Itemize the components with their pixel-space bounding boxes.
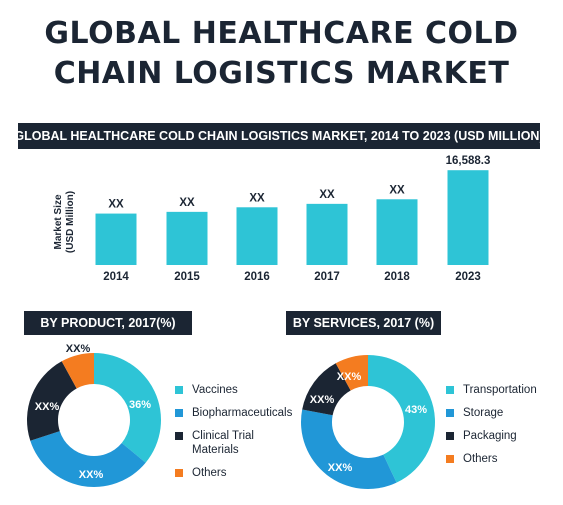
legend-label: Packaging bbox=[463, 430, 517, 442]
x-tick-label: 2016 bbox=[244, 271, 270, 283]
legend-label: Transportation bbox=[463, 384, 537, 396]
x-tick-label: 2018 bbox=[384, 271, 410, 283]
slice-others bbox=[335, 355, 368, 391]
slice-value-label: XX% bbox=[35, 401, 60, 413]
legend-label: Biopharmaceuticals bbox=[192, 407, 293, 419]
legend-swatch bbox=[175, 386, 183, 394]
product-legend: Vaccines Biopharmaceuticals Clinical Trial… bbox=[175, 383, 305, 489]
bar-data-label: XX bbox=[179, 197, 195, 209]
legend-label: Vaccines bbox=[192, 384, 238, 396]
x-tick-label: 2014 bbox=[103, 271, 129, 283]
legend-swatch bbox=[175, 432, 183, 440]
x-tick-label: 2017 bbox=[314, 271, 340, 283]
legend-swatch bbox=[446, 386, 454, 394]
bar-data-label: XX bbox=[108, 199, 124, 211]
legend-item: Storage bbox=[446, 406, 556, 420]
main-title-line1: GLOBAL HEALTHCARE COLD bbox=[44, 16, 519, 51]
y-axis-label-line1: Market Size bbox=[53, 194, 64, 249]
legend-swatch bbox=[175, 469, 183, 477]
slice-value-label: XX% bbox=[66, 343, 91, 355]
bar-2016 bbox=[236, 207, 278, 265]
legend-swatch bbox=[446, 455, 454, 463]
slice-value-label: XX% bbox=[328, 462, 353, 474]
legend-item: Vaccines bbox=[175, 383, 305, 397]
slice-vaccines bbox=[94, 353, 161, 463]
bar-2023 bbox=[447, 170, 489, 265]
legend-item: Biopharmaceuticals bbox=[175, 406, 305, 420]
slice-others bbox=[61, 353, 94, 389]
legend-label: Others bbox=[192, 467, 227, 479]
legend-item: Transportation bbox=[446, 383, 556, 397]
slice-storage bbox=[301, 409, 397, 489]
product-chart-title: BY PRODUCT, 2017(%) bbox=[24, 311, 192, 335]
slice-transportation bbox=[368, 355, 436, 483]
legend-label: Others bbox=[463, 453, 498, 465]
services-chart-title: BY SERVICES, 2017 (%) bbox=[286, 311, 441, 335]
bar-2017 bbox=[306, 203, 348, 265]
services-legend: Transportation Storage Packaging Others bbox=[446, 383, 556, 475]
bar-data-label: XX bbox=[319, 189, 335, 201]
bar-chart-title: GLOBAL HEALTHCARE COLD CHAIN LOGISTICS M… bbox=[14, 123, 544, 149]
bar-data-label: 16,588.3 bbox=[446, 155, 491, 167]
x-tick-label: 2023 bbox=[455, 271, 481, 283]
legend-item: Clinical Trial Materials bbox=[175, 429, 305, 457]
main-title: GLOBAL HEALTHCARE COLD CHAIN LOGISTICS M… bbox=[0, 14, 563, 94]
legend-label: Clinical Trial Materials bbox=[192, 430, 254, 456]
slice-value-label: XX% bbox=[310, 394, 335, 406]
bar-2015 bbox=[166, 211, 208, 265]
slice-clinical-trial-materials bbox=[26, 361, 77, 441]
legend-item: Others bbox=[446, 452, 556, 466]
slice-value-label: 43% bbox=[405, 404, 427, 416]
bar-2018 bbox=[376, 199, 418, 265]
slice-value-label: 36% bbox=[129, 399, 151, 411]
slice-packaging bbox=[302, 363, 351, 416]
bar-data-label: XX bbox=[249, 192, 265, 204]
legend-item: Others bbox=[175, 466, 305, 480]
slice-biopharmaceuticals bbox=[30, 431, 146, 487]
x-tick-label: 2015 bbox=[174, 271, 200, 283]
legend-swatch bbox=[446, 432, 454, 440]
slice-value-label: XX% bbox=[337, 371, 362, 383]
legend-swatch bbox=[446, 409, 454, 417]
main-title-line2: CHAIN LOGISTICS MARKET bbox=[53, 56, 510, 91]
legend-item: Packaging bbox=[446, 429, 556, 443]
slice-value-label: XX% bbox=[79, 469, 104, 481]
legend-label: Storage bbox=[463, 407, 504, 419]
bar-data-label: XX bbox=[389, 184, 405, 196]
y-axis-label-line2: (USD Million) bbox=[65, 191, 76, 253]
legend-swatch bbox=[175, 409, 183, 417]
bar-2014 bbox=[95, 213, 137, 265]
